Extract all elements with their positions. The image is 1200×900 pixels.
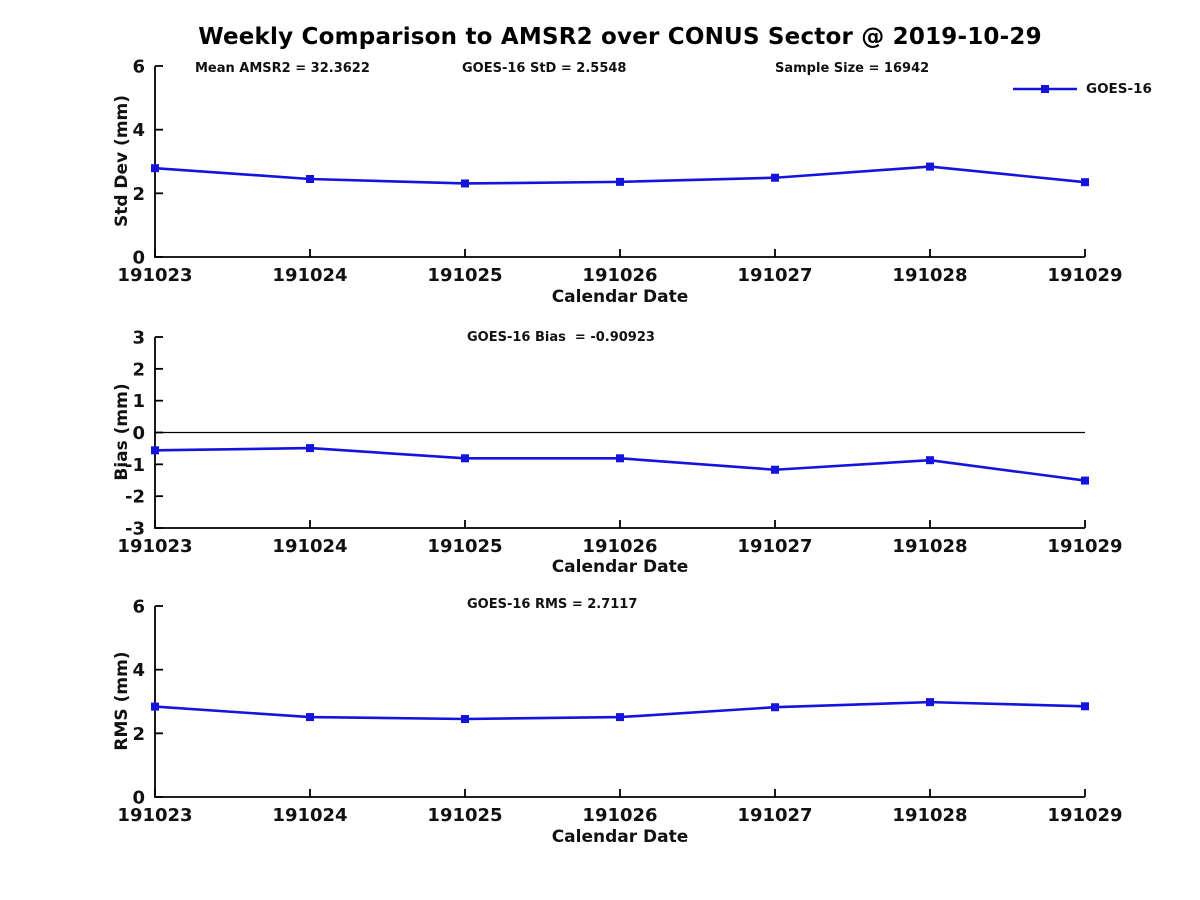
- data-point-marker: [616, 177, 624, 186]
- rms-x-axis-label: Calendar Date: [551, 827, 689, 847]
- y-tick-label: 0: [132, 248, 145, 269]
- legend: GOES-16: [1012, 81, 1152, 97]
- y-tick-label: 4: [132, 660, 145, 681]
- x-tick-label: 191026: [582, 265, 657, 286]
- y-tick-label: 2: [132, 359, 145, 380]
- x-tick-label: 191027: [737, 536, 812, 557]
- figure-title: Weekly Comparison to AMSR2 over CONUS Se…: [198, 24, 1042, 50]
- x-tick-label: 191023: [117, 536, 192, 557]
- x-tick-label: 191023: [117, 265, 192, 286]
- data-point-marker: [151, 702, 159, 711]
- rms-chart: 0 2 4 6 191023 191024 191025 191026 191027 191028…: [117, 597, 1122, 827]
- mean-amsr2-annotation: Mean AMSR2 = 32.3622: [195, 61, 370, 76]
- goes16-rms-annotation: GOES-16 RMS = 2.7117: [467, 597, 638, 612]
- data-point-marker: [461, 715, 469, 724]
- y-tick-label: 2: [132, 724, 145, 745]
- data-point-marker: [1081, 178, 1089, 187]
- x-tick-label: 191027: [737, 805, 812, 826]
- bias-x-axis-label: Calendar Date: [551, 557, 689, 577]
- x-tick-label: 191025: [427, 805, 502, 826]
- data-point-marker: [616, 454, 624, 463]
- goes16-std-annotation: GOES-16 StD = 2.5548: [462, 61, 627, 76]
- data-point-marker: [771, 703, 779, 712]
- data-point-marker: [461, 454, 469, 463]
- data-point-marker: [151, 164, 159, 173]
- data-point-marker: [306, 444, 314, 453]
- x-tick-label: 191023: [117, 805, 192, 826]
- y-tick-label: 0: [132, 788, 145, 809]
- data-point-marker: [926, 456, 934, 465]
- y-tick-label: 4: [132, 120, 145, 141]
- y-tick-label: 3: [132, 328, 145, 349]
- y-tick-label: 2: [132, 184, 145, 205]
- stddev-y-axis-label: Std Dev (mm): [112, 94, 132, 228]
- data-point-marker: [461, 179, 469, 188]
- x-tick-label: 191029: [1047, 805, 1122, 826]
- axes-frame: [154, 66, 1085, 258]
- data-line: [154, 446, 1086, 482]
- data-point-marker: [616, 713, 624, 722]
- x-tick-label: 191026: [582, 805, 657, 826]
- data-point-marker: [771, 465, 779, 474]
- y-tick-label: 6: [132, 57, 145, 78]
- stddev-x-axis-label: Calendar Date: [551, 287, 689, 307]
- x-tick-label: 191028: [892, 536, 967, 557]
- y-tick-label: -2: [125, 487, 145, 508]
- data-point-marker: [1081, 476, 1089, 485]
- x-tick-label: 191025: [427, 265, 502, 286]
- y-tick-label: -1: [125, 455, 145, 476]
- data-point-marker: [771, 173, 779, 182]
- stddev-chart: 0 2 4 6 191023 191024 191025 191026 191027 191028…: [117, 57, 1122, 287]
- x-tick-label: 191029: [1047, 265, 1122, 286]
- data-point-marker: [306, 713, 314, 722]
- legend-line-marker-icon: [1013, 85, 1077, 93]
- bias-y-axis-label: Bias (mm): [112, 383, 132, 481]
- goes16-bias-annotation: GOES-16 Bias = -0.90923: [467, 330, 655, 345]
- x-tick-label: 191026: [582, 536, 657, 557]
- data-point-marker: [1081, 702, 1089, 711]
- y-tick-label: 1: [132, 391, 145, 412]
- sample-size-annotation: Sample Size = 16942: [775, 61, 930, 76]
- x-tick-label: 191024: [272, 536, 347, 557]
- rms-y-axis-label: RMS (mm): [112, 651, 132, 751]
- x-tick-label: 191029: [1047, 536, 1122, 557]
- data-point-marker: [151, 446, 159, 455]
- y-tick-label: -3: [125, 519, 145, 540]
- y-tick-label: 6: [132, 597, 145, 618]
- x-tick-label: 191024: [272, 265, 347, 286]
- y-tick-label: 0: [132, 423, 145, 444]
- x-tick-label: 191027: [737, 265, 812, 286]
- bias-chart: -3 -2 -1 0 1 2 3 191023 191024 191025 191026 191027…: [117, 328, 1122, 558]
- legend-square-marker-icon: [1041, 85, 1049, 93]
- x-tick-label: 191025: [427, 536, 502, 557]
- x-tick-label: 191024: [272, 805, 347, 826]
- data-point-marker: [926, 162, 934, 171]
- x-tick-label: 191028: [892, 265, 967, 286]
- data-point-marker: [306, 175, 314, 184]
- data-point-marker: [926, 698, 934, 707]
- x-tick-label: 191028: [892, 805, 967, 826]
- legend-label: GOES-16: [1086, 81, 1152, 97]
